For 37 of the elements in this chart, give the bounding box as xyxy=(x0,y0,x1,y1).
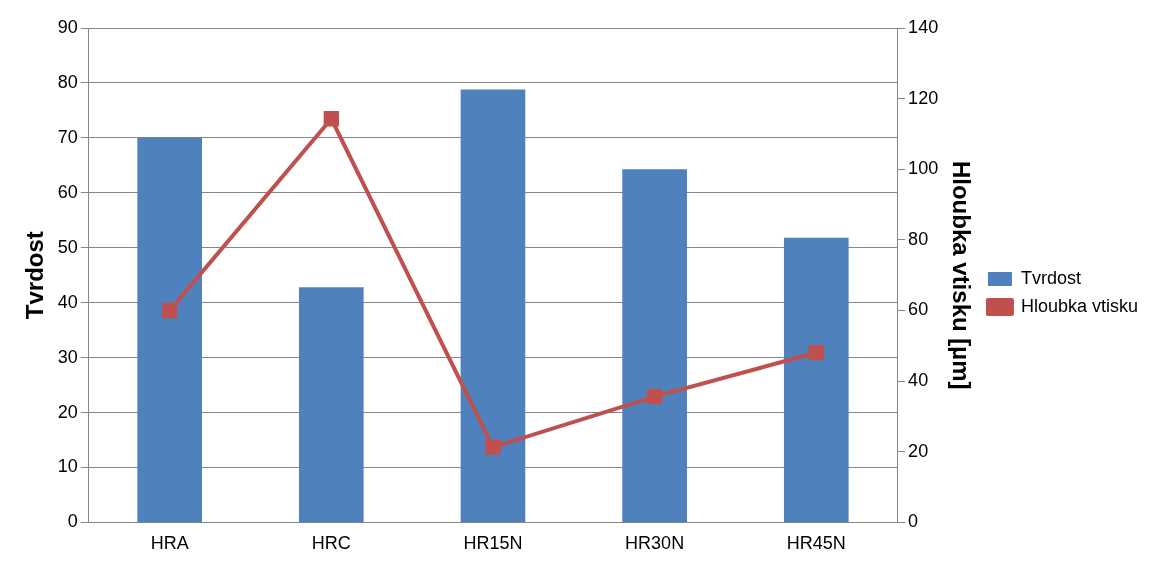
y2-tick-label: 20 xyxy=(908,440,929,461)
bar xyxy=(783,237,849,522)
point xyxy=(323,111,339,127)
x-tick-label: HR15N xyxy=(463,533,523,554)
y-tick-label: 50 xyxy=(57,236,78,257)
x-tick-label: HR45N xyxy=(786,533,846,554)
y-tick-label: 70 xyxy=(57,126,78,147)
y-tick-label: 60 xyxy=(57,181,78,202)
legend-label: Hloubka vtisku xyxy=(1020,295,1139,316)
x-tick-label: HRA xyxy=(150,533,189,554)
point xyxy=(161,302,178,319)
y2-tick-label: 60 xyxy=(908,299,929,320)
y2-tick-label: 100 xyxy=(908,158,939,179)
y-tick-label: 0 xyxy=(67,511,78,532)
y-tick-label: 10 xyxy=(57,456,78,477)
y2-axis-title: Hloubka vtisku [µm] xyxy=(947,160,975,390)
y-tick-label: 20 xyxy=(57,401,78,422)
y2-tick-label: 120 xyxy=(908,87,939,108)
point xyxy=(646,389,663,405)
point xyxy=(808,344,824,361)
y-tick-label: 30 xyxy=(57,346,78,367)
x-tick-label: HR30N xyxy=(625,533,685,554)
x-tick-label: HRC xyxy=(311,533,351,554)
y2-tick-label: 140 xyxy=(908,16,939,37)
y-tick-label: 40 xyxy=(57,291,78,312)
y2-tick-label: 40 xyxy=(908,370,929,391)
bar xyxy=(460,89,526,522)
y2-tick-label: 80 xyxy=(908,228,929,249)
point xyxy=(485,439,501,455)
bar xyxy=(298,287,364,522)
bar xyxy=(622,169,687,522)
y-tick-label: 80 xyxy=(57,71,78,92)
legend-label: Tvrdost xyxy=(1020,267,1081,288)
y-tick-label: 90 xyxy=(57,16,78,37)
bar xyxy=(137,137,202,522)
y-axis-title: Tvrdost xyxy=(21,231,49,320)
y2-tick-label: 0 xyxy=(908,511,919,532)
